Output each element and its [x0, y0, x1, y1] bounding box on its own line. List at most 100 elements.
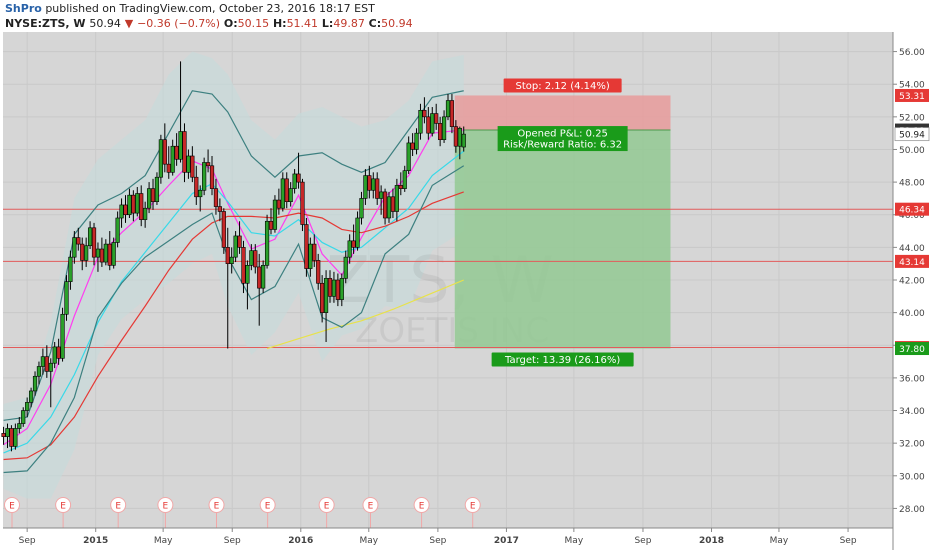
pnl-box-bg: [497, 126, 628, 152]
candle: [182, 123, 187, 183]
candle: [36, 361, 42, 385]
candle: [154, 172, 160, 205]
price-badge-bg: [895, 254, 929, 268]
earnings-marker[interactable]: E: [362, 497, 379, 529]
candle: [453, 120, 458, 153]
candle: [158, 134, 163, 184]
target-label-bg: [491, 352, 634, 367]
candle: [390, 188, 396, 218]
candle-body: [312, 243, 317, 261]
earnings-marker[interactable]: E: [110, 497, 127, 529]
candle: [111, 237, 116, 269]
candle-body: [327, 278, 333, 297]
last-price: 50.94: [89, 17, 121, 30]
candle-body: [221, 211, 226, 248]
candle: [461, 126, 466, 152]
candle-body: [410, 142, 415, 150]
candle: [217, 198, 222, 222]
candle: [331, 271, 337, 303]
earnings-marker[interactable]: E: [318, 497, 335, 529]
publish-info: published on TradingView.com, October 23…: [45, 2, 375, 15]
candle-body: [99, 248, 104, 263]
candle: [225, 227, 230, 349]
candle: [221, 208, 226, 254]
candle-body: [174, 145, 179, 160]
time-tick-label: May: [154, 536, 173, 546]
candle: [103, 239, 108, 266]
candle-body: [154, 176, 160, 202]
target-zone[interactable]: [454, 130, 671, 349]
candle-body: [438, 123, 443, 140]
ohlc-legend: NYSE:ZTS, W 50.94 ▼ −0.36 (−0.7%) O:50.1…: [5, 17, 413, 30]
candle-body: [272, 199, 278, 230]
candle: [119, 198, 124, 228]
low-label: L:: [321, 17, 334, 30]
candle-body: [249, 250, 254, 266]
candle-body: [123, 204, 128, 216]
candle: [257, 253, 262, 326]
candle-body: [56, 346, 61, 359]
earnings-circle: [413, 497, 430, 513]
candle: [9, 425, 14, 452]
down-arrow-icon: ▼: [124, 17, 134, 30]
candle: [284, 172, 289, 209]
candle-body: [367, 175, 372, 191]
candle-body: [434, 113, 439, 124]
candle: [394, 178, 399, 222]
candle-body: [382, 191, 388, 219]
candle-body: [268, 220, 274, 230]
earnings-letter: E: [163, 502, 169, 512]
earnings-letter: E: [470, 502, 476, 512]
candle: [48, 358, 53, 408]
time-tick-label: May: [770, 536, 789, 546]
candle: [52, 342, 57, 369]
candle-body: [402, 170, 407, 189]
candle-body: [418, 110, 423, 134]
candle-body: [202, 162, 207, 191]
indicator-line: [266, 279, 464, 350]
publish-line: ShPro published on TradingView.com, Octo…: [5, 2, 375, 15]
candle-body: [276, 199, 281, 209]
earnings-marker[interactable]: E: [413, 497, 430, 529]
candle: [375, 172, 380, 205]
earnings-marker[interactable]: E: [3, 497, 20, 529]
candle: [139, 185, 144, 227]
indicator-line: [3, 90, 464, 421]
target-label[interactable]: Target: 13.39 (26.16%): [491, 352, 634, 367]
candle-body: [426, 116, 431, 134]
candle-body: [308, 243, 313, 269]
candle: [276, 188, 281, 215]
earnings-marker[interactable]: E: [464, 497, 481, 529]
earnings-marker[interactable]: E: [208, 497, 225, 529]
candle-body: [284, 178, 289, 202]
earnings-letter: E: [60, 502, 66, 512]
stop-zone[interactable]: [454, 95, 671, 131]
candle: [430, 107, 435, 137]
candle: [80, 237, 85, 271]
stop-label-text: Stop: 2.12 (4.14%): [515, 81, 609, 92]
earnings-marker[interactable]: E: [259, 497, 276, 529]
publisher-name[interactable]: ShPro: [5, 2, 42, 15]
candle-body: [158, 139, 163, 178]
earnings-marker[interactable]: E: [157, 497, 174, 529]
candle: [178, 61, 183, 163]
candle: [355, 211, 360, 251]
symbol-label[interactable]: NYSE:ZTS, W: [5, 17, 86, 30]
price-badge-text: 37.80: [899, 345, 925, 355]
candle: [205, 149, 211, 173]
stop-label[interactable]: Stop: 2.12 (4.14%): [503, 78, 622, 93]
open-value: 50.15: [237, 17, 270, 30]
candle-body: [445, 100, 451, 118]
earnings-letter: E: [9, 502, 15, 512]
candle-body: [40, 356, 45, 367]
price-tick-label: 50.00: [899, 146, 925, 156]
price-badge: 50.94: [894, 127, 930, 142]
price-tick-label: 44.00: [899, 244, 925, 254]
open-label: O:: [223, 17, 238, 30]
candle-body: [233, 235, 238, 258]
candle: [194, 165, 199, 205]
earnings-marker[interactable]: E: [55, 497, 72, 529]
candle: [202, 157, 207, 196]
